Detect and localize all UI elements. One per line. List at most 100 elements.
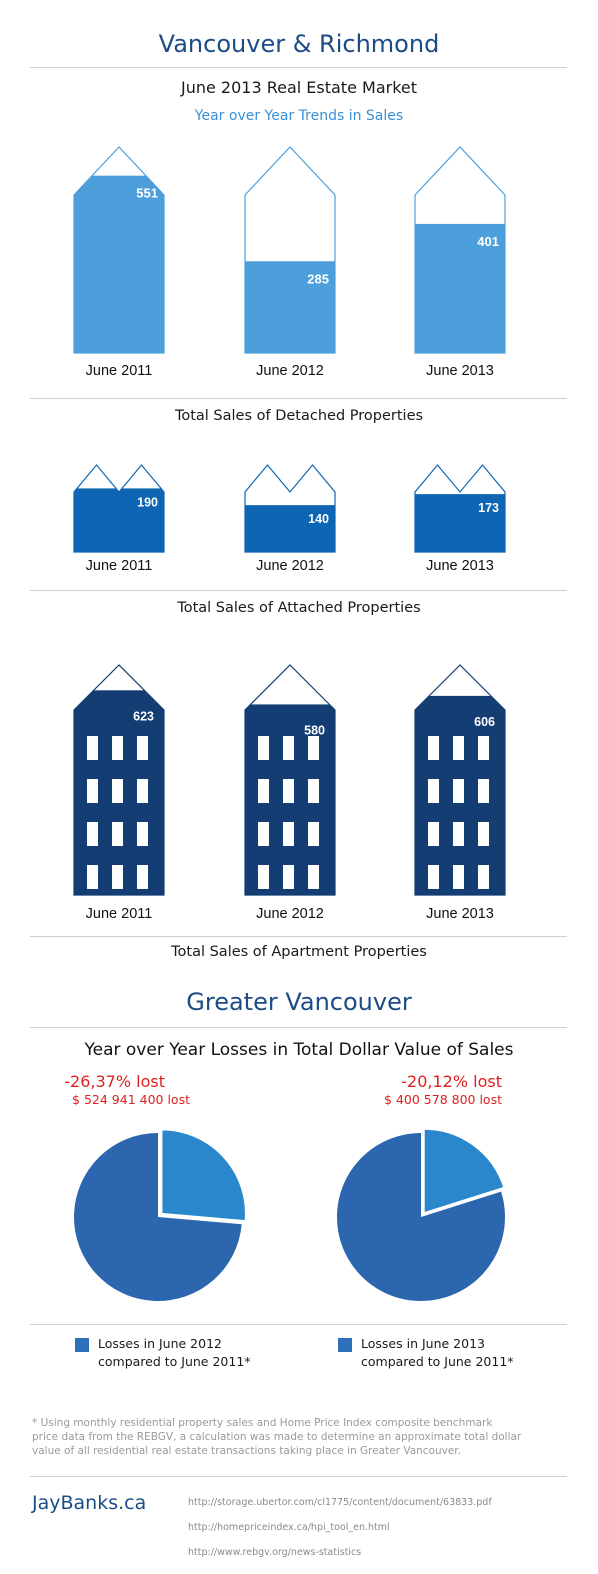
tick-label-june-2012: June 2012	[256, 363, 324, 379]
bar-group-june-2011: 623 June 2011	[73, 664, 165, 922]
pie-2013-rest-slice	[337, 1133, 505, 1301]
loss-pie-charts	[73, 1128, 505, 1301]
tick-label-june-2013: June 2013	[426, 906, 494, 922]
legend-2012-line2: compared to June 2011*	[98, 1354, 251, 1369]
window	[283, 822, 294, 846]
bar-group-june-2013: 173 June 2013	[414, 464, 506, 574]
house-outline	[73, 464, 165, 553]
window	[308, 822, 319, 846]
legend-2013: Losses in June 2013 compared to June 201…	[361, 1335, 514, 1371]
brand-logo[interactable]: JayBanks.ca	[32, 1492, 147, 1514]
footnote: * Using monthly residential property sal…	[32, 1416, 572, 1458]
page-subtitle: June 2013 Real Estate Market	[180, 78, 418, 97]
divider	[30, 398, 567, 399]
data-label-june-2013: 401	[477, 234, 499, 249]
building-outline	[73, 664, 165, 896]
bar-group-june-2011: 551 June 2011	[73, 146, 165, 379]
data-label-june-2012: 140	[308, 512, 329, 526]
data-label-june-2013: 606	[474, 715, 495, 729]
bar-group-june-2011: 190 June 2011	[73, 464, 165, 574]
attached-sales-chart: 190 June 2011 140 June 2012 173 June 2013	[73, 464, 506, 574]
window	[453, 822, 464, 846]
window	[453, 779, 464, 803]
window	[87, 822, 98, 846]
window	[137, 736, 148, 760]
source-link-1[interactable]: http://storage.ubertor.com/cl1775/conten…	[188, 1497, 492, 1508]
source-link-2[interactable]: http://homepriceindex.ca/hpi_tool_en.htm…	[188, 1522, 390, 1533]
window	[87, 736, 98, 760]
legend-swatch-2013	[338, 1338, 352, 1352]
divider	[30, 1027, 567, 1028]
attached-caption: Total Sales of Attached Properties	[177, 600, 421, 616]
window	[308, 736, 319, 760]
footnote-line3: value of all residential real estate tra…	[32, 1445, 461, 1457]
window	[258, 822, 269, 846]
tick-label-june-2011: June 2011	[86, 363, 153, 379]
bar-june-2012	[245, 261, 335, 353]
window	[258, 779, 269, 803]
window	[428, 736, 439, 760]
window	[283, 736, 294, 760]
data-label-june-2011: 623	[133, 709, 154, 723]
bar-june-2011	[74, 175, 164, 353]
window	[453, 736, 464, 760]
window	[478, 822, 489, 846]
house-outline	[244, 464, 336, 553]
section-title: Greater Vancouver	[186, 988, 412, 1016]
bar-group-june-2012: 580 June 2012	[244, 664, 336, 922]
pie-2012-loss-slice	[160, 1128, 247, 1222]
house-outline	[73, 146, 165, 354]
window	[258, 736, 269, 760]
bar-june-2013	[415, 494, 505, 552]
divider	[30, 936, 567, 937]
data-label-june-2011: 190	[137, 495, 158, 509]
section-subtitle: Year over Year Losses in Total Dollar Va…	[84, 1040, 514, 1060]
window	[137, 822, 148, 846]
window	[478, 736, 489, 760]
legend-2012: Losses in June 2012 compared to June 201…	[98, 1335, 251, 1371]
divider	[30, 590, 567, 591]
legend-2013-line1: Losses in June 2013	[361, 1336, 485, 1351]
legend-swatch-2012	[75, 1338, 89, 1352]
window	[478, 865, 489, 889]
tick-label-june-2013: June 2013	[426, 558, 494, 574]
source-link-3[interactable]: http://www.rebgv.org/news-statistics	[188, 1547, 362, 1558]
bar-june-2013	[415, 223, 505, 353]
window	[87, 779, 98, 803]
data-label-june-2012: 285	[307, 271, 329, 286]
window	[428, 822, 439, 846]
tick-label-june-2013: June 2013	[426, 363, 494, 379]
bar-group-june-2013: 401 June 2013	[414, 146, 506, 379]
window	[137, 779, 148, 803]
bar-june-2012	[245, 505, 335, 552]
footnote-line2: price data from the REBGV, a calculation…	[32, 1431, 522, 1443]
footnote-line1: * Using monthly residential property sal…	[32, 1417, 493, 1429]
house-outline	[414, 464, 506, 553]
tick-label-june-2012: June 2012	[256, 558, 324, 574]
bar-group-june-2012: 140 June 2012	[244, 464, 336, 574]
detached-sales-chart: 551 June 2011 285 June 2012 401 June 2013	[73, 146, 506, 379]
trend-label: Year over Year Trends in Sales	[194, 108, 404, 124]
pie-2012-amount-label: $ 524 941 400 lost	[72, 1092, 190, 1107]
pie-2013-pct-label: -20,12% lost	[401, 1072, 502, 1091]
window	[428, 865, 439, 889]
pie-2013-loss-slice	[423, 1128, 505, 1214]
apartment-sales-chart: 623 June 2011 580 June 2012 606 June 2013	[73, 664, 506, 922]
window	[428, 779, 439, 803]
pie-2013-amount-label: $ 400 578 800 lost	[384, 1092, 502, 1107]
window	[308, 779, 319, 803]
window	[112, 865, 123, 889]
detached-caption: Total Sales of Detached Properties	[174, 408, 424, 424]
window	[112, 736, 123, 760]
data-label-june-2011: 551	[136, 186, 158, 201]
page-title: Vancouver & Richmond	[158, 30, 440, 58]
house-outline	[414, 146, 506, 354]
window	[478, 779, 489, 803]
bar-group-june-2013: 606 June 2013	[414, 664, 506, 922]
window	[112, 779, 123, 803]
bar-group-june-2012: 285 June 2012	[244, 146, 336, 379]
tick-label-june-2012: June 2012	[256, 906, 324, 922]
window	[258, 865, 269, 889]
apartment-caption: Total Sales of Apartment Properties	[171, 944, 427, 960]
window	[308, 865, 319, 889]
